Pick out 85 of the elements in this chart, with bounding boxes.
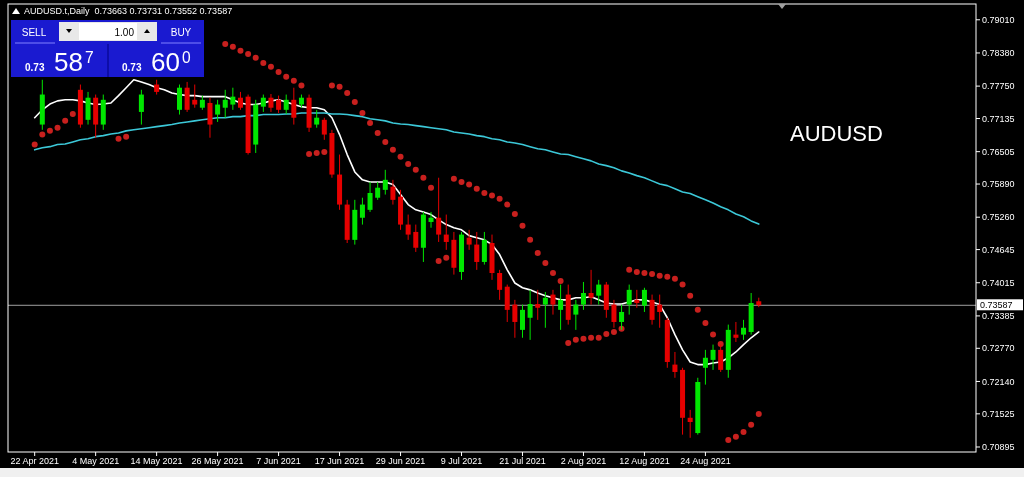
- y-tick-label: 0.77750: [982, 81, 1015, 92]
- candlestick: [436, 177, 442, 243]
- y-tick-label: 0.77135: [982, 113, 1015, 124]
- annotation: 1.00: [114, 27, 135, 38]
- y-tick-label: 0.71525: [982, 408, 1015, 419]
- candlestick: [222, 89, 228, 119]
- candlestick: [177, 84, 182, 116]
- candlestick: [184, 81, 190, 113]
- candlestick: [230, 87, 236, 111]
- candlestick: [657, 294, 663, 329]
- candlestick: [428, 211, 434, 229]
- candlestick: [649, 294, 655, 326]
- candlestick: [504, 284, 510, 323]
- candlestick: [519, 304, 525, 339]
- x-tick-label: 4 May 2021: [72, 456, 120, 466]
- candlestick: [580, 281, 586, 311]
- y-tick-label: 0.76505: [982, 146, 1015, 157]
- y-tick-label: 0.78380: [982, 48, 1015, 59]
- candlestick: [611, 299, 617, 329]
- annotation: BUY: [170, 27, 192, 38]
- x-tick-label: 22 Apr 2021: [10, 456, 59, 466]
- candlestick: [733, 321, 739, 343]
- candlestick: [359, 197, 365, 226]
- candlestick: [443, 214, 449, 251]
- x-tick-label: 2 Aug 2021: [560, 456, 607, 466]
- annotation: 0.73: [25, 62, 45, 73]
- y-tick-label: 0.74015: [982, 277, 1015, 288]
- candlestick: [558, 284, 564, 331]
- annotation: SELL: [21, 27, 47, 38]
- x-tick-label: 26 May 2021: [191, 456, 244, 466]
- y-tick-label: 0.79010: [982, 14, 1015, 25]
- candlestick: [474, 231, 480, 271]
- y-tick-label: 0.72770: [982, 343, 1015, 354]
- candlestick: [596, 279, 602, 306]
- candlestick: [192, 84, 198, 109]
- candlestick: [718, 344, 724, 373]
- candlestick: [138, 89, 144, 126]
- y-tick-label: 0.75260: [982, 212, 1015, 223]
- candlestick: [710, 344, 716, 371]
- x-tick-label: 9 Jul 2021: [440, 456, 483, 466]
- candlestick: [405, 214, 411, 241]
- candlestick: [626, 284, 632, 316]
- x-tick-label: 24 Aug 2021: [680, 456, 731, 466]
- y-tick-label: 0.73385: [982, 311, 1015, 322]
- x-tick-label: 12 Aug 2021: [619, 456, 670, 466]
- x-tick-label: 17 Jun 2021: [314, 456, 365, 466]
- candlestick: [542, 291, 548, 329]
- annotation: 60$^{0}$: [151, 47, 191, 77]
- candlestick: [512, 299, 518, 339]
- candlestick: [535, 289, 541, 321]
- x-tick-label: 29 Jun 2021: [375, 456, 426, 466]
- candlestick: [215, 99, 221, 123]
- candlestick: [283, 94, 289, 115]
- text: AUDUSD: [790, 121, 883, 146]
- chart-title: AUDUSD.t,Daily 0.73663 0.73731 0.73552 0.73587: [24, 6, 233, 16]
- candlestick: [687, 409, 693, 439]
- candlestick: [413, 224, 419, 253]
- y-tick-label: 0.70895: [982, 442, 1015, 453]
- candlestick: [481, 231, 487, 266]
- candlestick: [550, 289, 556, 316]
- candlestick: [702, 349, 708, 386]
- candlestick: [641, 287, 647, 313]
- x-tick-label: 7 Jun 2021: [256, 456, 301, 466]
- annotation: 58$^{7}$: [54, 47, 94, 77]
- candlestick: [367, 181, 373, 213]
- ref-line-label: 0.73587: [980, 300, 1013, 311]
- x-tick-label: 14 May 2021: [130, 456, 183, 466]
- candlestick: [207, 97, 213, 139]
- candlestick: [291, 87, 297, 126]
- y-tick-label: 0.72140: [982, 376, 1015, 387]
- candlestick: [588, 269, 594, 306]
- candlestick: [497, 269, 503, 301]
- candlestick: [466, 229, 472, 251]
- y-tick-label: 0.75890: [982, 179, 1015, 190]
- candlestick: [382, 169, 388, 196]
- y-tick-label: 0.74645: [982, 244, 1015, 255]
- candlestick: [741, 319, 747, 341]
- candlestick: [390, 179, 396, 206]
- candlestick: [573, 299, 579, 331]
- candlestick: [527, 289, 533, 341]
- x-tick-label: 21 Jul 2021: [499, 456, 546, 466]
- candlestick: [672, 351, 678, 379]
- annotation: 0.73: [122, 62, 142, 73]
- candlestick: [85, 91, 91, 126]
- candlestick: [321, 117, 327, 141]
